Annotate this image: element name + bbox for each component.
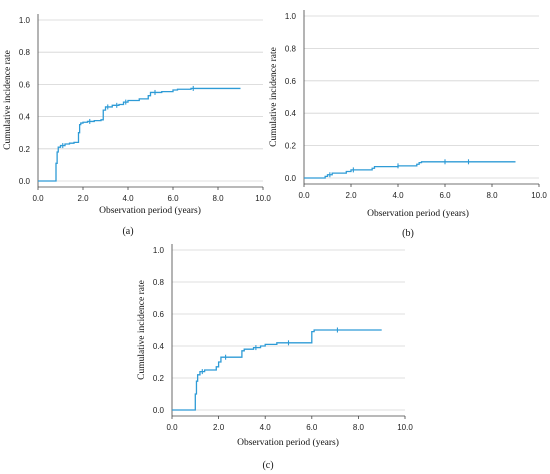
x-tick-label: 10.0 [255, 194, 271, 203]
y-tick-label: 1.0 [19, 16, 31, 25]
x-tick-label: 4.0 [260, 423, 272, 432]
chart-panel-b: 0.0 0.2 0.4 0.6 0.8 1.0 0.0 2.0 4.0 6.0 8.0 10.0 Obs… [269, 10, 547, 239]
y-tick-label: 0.2 [285, 142, 297, 151]
y-tick-label: 0.0 [19, 177, 31, 186]
chart-panel-c: 0.0 0.2 0.4 0.6 0.8 1.0 0.0 2.0 4.0 6.0 8.0 10.0 Obs… [137, 244, 413, 471]
x-tick-label: 8.0 [486, 191, 498, 200]
x-tick-label: 2.0 [213, 423, 225, 432]
x-tick-label: 4.0 [392, 191, 404, 200]
x-tick-label: 10.0 [531, 191, 547, 200]
x-tick-label: 2.0 [77, 194, 89, 203]
x-axis-title: Observation period (years) [99, 205, 201, 216]
y-tick-label: 0.0 [285, 174, 297, 183]
y-tick-label: 1.0 [153, 246, 165, 255]
series-line [172, 329, 382, 411]
panel-label: (c) [262, 460, 273, 471]
y-tick-label: 0.8 [153, 278, 165, 287]
x-tick-label: 6.0 [439, 191, 451, 200]
y-axis-title: Cumulative incidence rate [269, 47, 279, 147]
y-tick-label: 0.4 [153, 342, 165, 351]
y-axis-title: Cumulative incidence rate [3, 50, 13, 150]
series-line [304, 161, 516, 179]
x-tick-label: 2.0 [345, 191, 357, 200]
x-tick-label: 4.0 [122, 194, 134, 203]
y-tick-label: 0.6 [153, 310, 165, 319]
x-tick-label: 8.0 [353, 423, 365, 432]
y-tick-label: 0.4 [19, 113, 31, 122]
y-tick-label: 0.8 [285, 44, 297, 53]
x-axis-title: Observation period (years) [367, 208, 469, 219]
y-tick-label: 0.0 [153, 406, 165, 415]
x-tick-label: 0.0 [166, 423, 178, 432]
x-tick-label: 6.0 [306, 423, 318, 432]
y-axis-title: Cumulative incidence rate [137, 280, 147, 380]
y-tick-label: 1.0 [285, 12, 297, 21]
series-line [38, 87, 241, 182]
x-tick-label: 6.0 [167, 194, 179, 203]
y-tick-label: 0.4 [285, 109, 297, 118]
y-tick-label: 0.2 [153, 374, 165, 383]
x-tick-label: 0.0 [298, 191, 310, 200]
panel-label: (a) [122, 226, 133, 237]
x-tick-label: 10.0 [397, 423, 413, 432]
x-tick-label: 0.0 [32, 194, 44, 203]
chart-panel-a: 0.0 0.2 0.4 0.6 0.8 1.0 0.0 2.0 4.0 6.0 8.0 10.0 Obs… [3, 14, 271, 237]
y-tick-label: 0.8 [19, 48, 31, 57]
x-axis-title: Observation period (years) [237, 437, 339, 448]
y-tick-label: 0.2 [19, 145, 31, 154]
panel-label: (b) [402, 228, 414, 239]
y-tick-label: 0.6 [19, 80, 31, 89]
x-tick-label: 8.0 [212, 194, 224, 203]
y-tick-label: 0.6 [285, 77, 297, 86]
